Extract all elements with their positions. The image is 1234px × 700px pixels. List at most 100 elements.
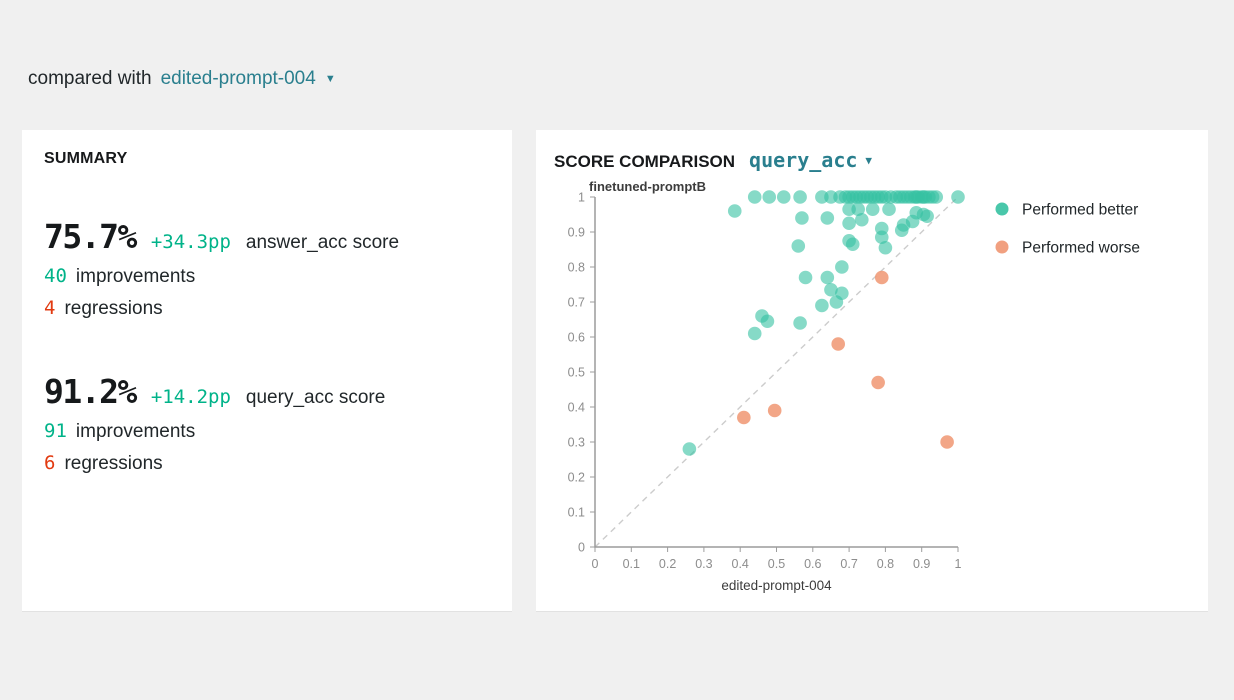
metric-block-query-acc: 91.2% +14.2pp query_acc score 91 improve… (44, 372, 490, 475)
chevron-down-icon: ▼ (324, 72, 336, 85)
regressions-count: 6 (44, 452, 56, 474)
y-tick-label: 0.6 (568, 331, 585, 345)
x-tick-label: 1 (955, 557, 962, 571)
legend-label-worse: Performed worse (1022, 240, 1140, 257)
scatter-point-better[interactable] (820, 270, 835, 285)
score-value: 75.7% (44, 217, 137, 256)
comparison-header: SCORE COMPARISON query_acc ▼ (536, 130, 1208, 172)
score-comparison-panel: SCORE COMPARISON query_acc ▼ 0 0.1 0.2 0.3 0… (536, 130, 1208, 612)
scatter-point-better[interactable] (855, 212, 869, 227)
scatter-point-worse[interactable] (874, 270, 889, 285)
x-tick-label: 0.1 (623, 557, 640, 571)
y-tick-label: 1 (578, 191, 585, 205)
y-tick-label: 0.1 (568, 506, 585, 520)
y-tick-label: 0.3 (568, 436, 585, 450)
x-tick-label: 0.6 (804, 557, 821, 571)
scatter-point-better[interactable] (829, 295, 844, 309)
x-tick-label: 0.3 (695, 557, 712, 571)
y-tick-label: 0.4 (568, 401, 585, 415)
compare-row: compared with edited-prompt-004 ▼ (28, 68, 336, 90)
scatter-point-better[interactable] (865, 202, 880, 217)
y-tick-label: 0.9 (568, 226, 585, 240)
comparison-title: SCORE COMPARISON (554, 152, 736, 171)
scatter-point-worse[interactable] (871, 375, 885, 390)
legend-dot-worse (995, 240, 1009, 254)
improvements-label: improvements (75, 421, 196, 442)
x-tick-label: 0 (592, 557, 599, 571)
scatter-point-worse[interactable] (767, 403, 782, 418)
scatter-point-better[interactable] (815, 298, 829, 313)
scatter-point-better[interactable] (747, 190, 762, 204)
regressions-row: 4 regressions (44, 297, 490, 320)
compare-target-dropdown[interactable]: edited-prompt-004 ▼ (161, 68, 336, 90)
score-name: query_acc score (245, 387, 386, 408)
scatter-point-better[interactable] (727, 204, 742, 218)
score-value: 91.2% (44, 372, 137, 411)
scatter-point-worse[interactable] (737, 410, 751, 425)
scatter-point-worse[interactable] (940, 435, 954, 449)
scatter-point-better[interactable] (793, 190, 807, 204)
metric-block-answer-acc: 75.7% +34.3pp answer_acc score 40 improv… (44, 217, 490, 320)
scatter-point-better[interactable] (835, 260, 849, 274)
y-tick-label: 0 (578, 541, 585, 555)
identity-line (594, 196, 959, 548)
improvements-row: 91 improvements (44, 420, 490, 443)
improvements-row: 40 improvements (44, 265, 490, 288)
scatter-point-better[interactable] (878, 240, 893, 255)
x-tick-label: 0.4 (732, 557, 749, 571)
summary-title: SUMMARY (44, 150, 128, 167)
score-name: answer_acc score (245, 232, 400, 253)
scatter-point-better[interactable] (842, 216, 856, 231)
x-tick-label: 0.5 (768, 557, 785, 571)
score-delta: +14.2pp (150, 386, 231, 408)
scatter-point-better[interactable] (682, 442, 697, 456)
scatter-point-better[interactable] (820, 211, 835, 225)
regressions-row: 6 regressions (44, 452, 490, 475)
chevron-down-icon: ▼ (865, 153, 873, 167)
metric-selector-value: query_acc (749, 148, 858, 172)
x-tick-label: 0.8 (877, 557, 894, 571)
compare-label: compared with (28, 68, 152, 89)
scatter-point-better[interactable] (747, 326, 762, 341)
compare-target-value: edited-prompt-004 (160, 68, 316, 89)
legend-dot-better (995, 202, 1009, 216)
scatter-point-better[interactable] (793, 316, 807, 330)
scatter-point-better[interactable] (824, 282, 838, 297)
x-tick-label: 0.2 (659, 557, 676, 571)
x-tick-label: 0.7 (840, 557, 857, 571)
scatter-chart: 0 0.1 0.2 0.3 0.4 0.5 0.6 0.7 0.8 0.9 1 0 0.1 0.2 0.3 0… (568, 179, 1140, 593)
scatter-point-better[interactable] (951, 190, 965, 204)
y-axis-title: finetuned-promptB (589, 179, 706, 194)
scatter-point-worse[interactable] (831, 337, 846, 351)
scatter-point-better[interactable] (760, 314, 775, 329)
x-tick-label: 0.9 (913, 557, 930, 571)
improvements-count: 91 (44, 420, 67, 442)
scatter-point-better[interactable] (851, 202, 865, 217)
scatter-point-better[interactable] (894, 223, 909, 238)
metric-selector-dropdown[interactable]: query_acc ▼ (749, 148, 872, 172)
scatter-point-better[interactable] (798, 270, 813, 285)
y-tick-label: 0.7 (568, 296, 585, 310)
scatter-point-better[interactable] (776, 190, 791, 204)
scatter-point-better[interactable] (882, 202, 896, 217)
improvements-count: 40 (44, 265, 67, 287)
regressions-label: regressions (64, 298, 163, 319)
legend-label-better: Performed better (1022, 202, 1138, 219)
y-tick-label: 0.5 (568, 366, 585, 380)
scatter-point-better[interactable] (874, 230, 889, 245)
score-row: 91.2% +14.2pp query_acc score (44, 372, 490, 411)
summary-panel: SUMMARY 75.7% +34.3pp answer_acc score 4… (22, 130, 512, 612)
axis-lines (594, 197, 958, 548)
scatter-point-better[interactable] (920, 209, 934, 224)
scatter-point-better[interactable] (795, 211, 809, 225)
score-row: 75.7% +34.3pp answer_acc score (44, 217, 490, 256)
y-tick-label: 0.2 (568, 471, 585, 485)
scatter-point-better[interactable] (762, 190, 777, 204)
scatter-point-better[interactable] (929, 190, 944, 204)
scatter-point-better[interactable] (791, 239, 806, 253)
regressions-label: regressions (64, 453, 163, 474)
improvements-label: improvements (75, 266, 196, 287)
x-axis-title: edited-prompt-004 (721, 578, 832, 593)
scatter-point-better[interactable] (845, 237, 860, 252)
regressions-count: 4 (44, 297, 56, 319)
